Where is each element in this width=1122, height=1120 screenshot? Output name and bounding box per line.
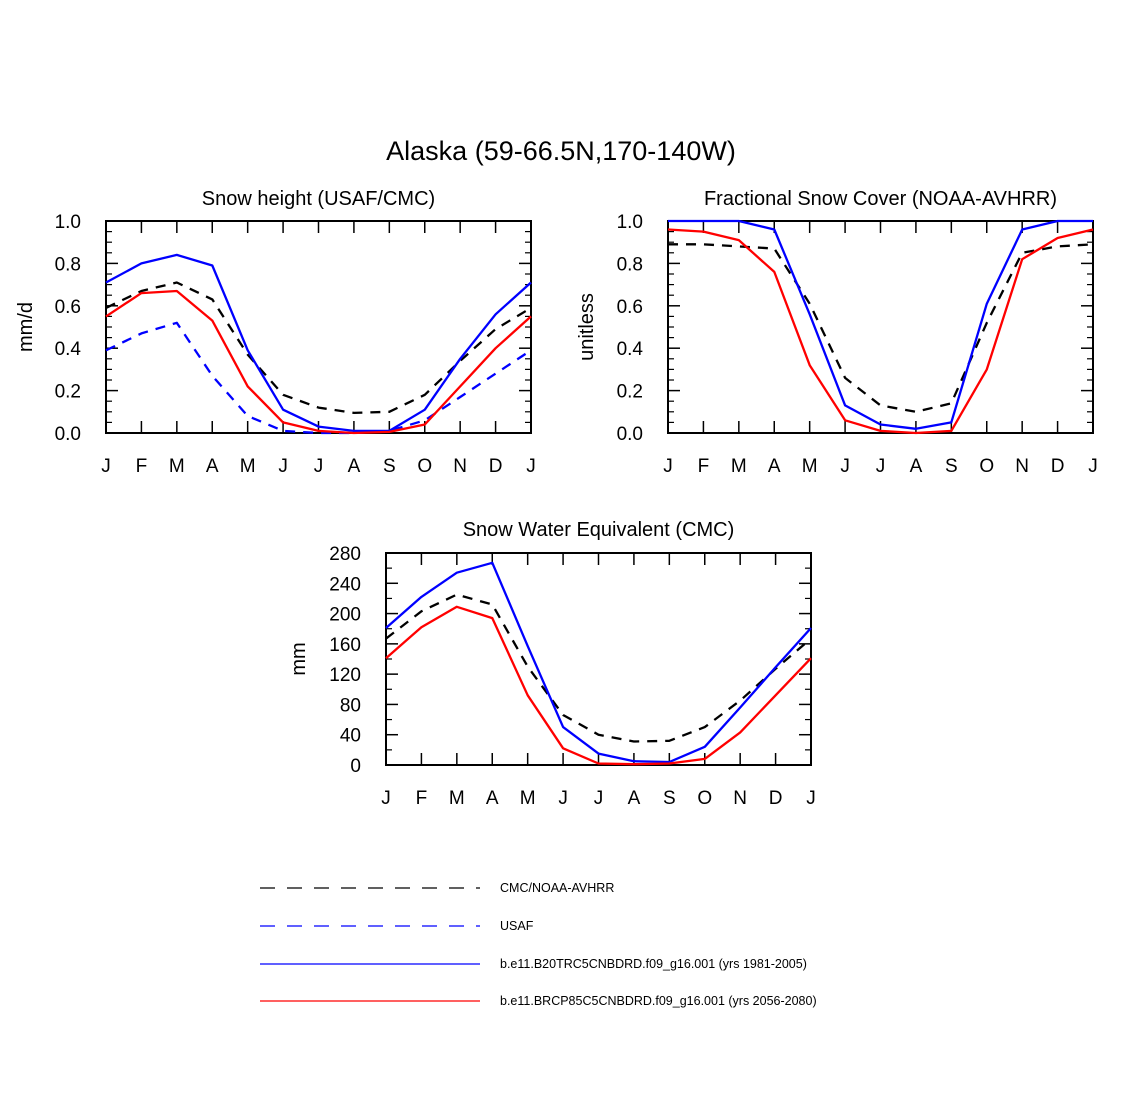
x-tick-label: M (520, 788, 536, 809)
y-tick-label: 160 (329, 635, 361, 656)
x-tick-label: J (594, 788, 604, 809)
x-tick-label: A (768, 456, 781, 477)
y-tick-label: 0 (350, 756, 361, 777)
y-tick-label: 240 (329, 574, 361, 595)
y-tick-label: 1.0 (617, 212, 643, 233)
plot-frame-snow-cover (667, 220, 1094, 434)
x-tick-label: J (1088, 456, 1098, 477)
y-tick-label: 0.4 (55, 339, 82, 360)
x-tick-label: O (979, 456, 994, 477)
plot-frame-swe (385, 552, 812, 766)
x-tick-label: J (558, 788, 568, 809)
x-tick-label: J (840, 456, 850, 477)
x-tick-label: J (278, 456, 288, 477)
series-line-snow-height-2 (105, 253, 532, 433)
series-line-swe-0 (385, 593, 812, 743)
x-tick-label: M (802, 456, 818, 477)
x-tick-label: N (733, 788, 747, 809)
y-axis-label-snow-height: mm/d (15, 302, 37, 352)
y-tick-label: 40 (340, 726, 361, 747)
x-tick-label: D (1051, 456, 1065, 477)
y-tick-label: 0.0 (55, 424, 81, 445)
panel-title-snow-height: Snow height (USAF/CMC) (201, 188, 436, 210)
x-tick-label: O (697, 788, 712, 809)
x-tick-label: F (416, 788, 428, 809)
x-tick-label: J (314, 456, 324, 477)
y-tick-label: 280 (329, 544, 361, 565)
series-line-swe-1 (385, 561, 812, 764)
y-axis-label-snow-cover: unitless (576, 293, 598, 361)
legend-label-usaf: USAF (500, 919, 534, 933)
y-tick-label: 0.8 (617, 254, 643, 275)
panel-title-snow-cover: Fractional Snow Cover (NOAA-AVHRR) (703, 188, 1058, 210)
legend-label-rcp85: b.e11.BRCP85C5CNBDRD.f09_g16.001 (yrs 20… (500, 994, 817, 1008)
x-tick-label: J (101, 456, 111, 477)
x-tick-label: D (489, 456, 503, 477)
series-line-snow-height-3 (105, 289, 532, 435)
y-tick-label: 120 (329, 665, 361, 686)
y-tick-label: 1.0 (55, 212, 81, 233)
x-tick-label: O (417, 456, 432, 477)
x-tick-label: A (206, 456, 219, 477)
x-tick-label: D (769, 788, 783, 809)
y-axis-label-swe: mm (288, 642, 310, 675)
panel-title-swe: Snow Water Equivalent (CMC) (462, 519, 735, 541)
x-tick-label: N (453, 456, 467, 477)
legend-label-b20tr: b.e11.B20TRC5CNBDRD.f09_g16.001 (yrs 198… (500, 957, 807, 971)
series-line-snow-cover-2 (667, 228, 1094, 435)
y-tick-label: 0.2 (55, 382, 81, 403)
x-tick-label: A (348, 456, 361, 477)
y-tick-label: 0.6 (617, 297, 643, 318)
series-line-snow-cover-1 (668, 219, 1093, 430)
plot-frame-snow-height (105, 220, 532, 434)
series-line-snow-height-1 (105, 321, 532, 435)
x-tick-label: F (698, 456, 710, 477)
x-tick-label: A (486, 788, 499, 809)
series-line-snow-cover-0 (668, 243, 1094, 413)
main-title: Alaska (59-66.5N,170-140W) (386, 136, 736, 166)
x-tick-label: A (628, 788, 641, 809)
series-line-snow-height-0 (105, 281, 532, 415)
x-tick-label: J (526, 456, 536, 477)
x-tick-label: S (663, 788, 676, 809)
x-tick-label: M (169, 456, 185, 477)
x-tick-label: S (383, 456, 396, 477)
x-tick-label: N (1015, 456, 1029, 477)
x-tick-label: S (945, 456, 958, 477)
x-tick-label: A (910, 456, 923, 477)
x-tick-label: F (136, 456, 148, 477)
x-tick-label: J (381, 788, 391, 809)
x-tick-label: J (663, 456, 673, 477)
y-tick-label: 0.6 (55, 297, 81, 318)
y-tick-label: 80 (340, 695, 361, 716)
y-tick-label: 0.4 (617, 339, 644, 360)
x-tick-label: J (806, 788, 816, 809)
x-tick-label: M (240, 456, 256, 477)
x-tick-label: J (876, 456, 886, 477)
y-tick-label: 0.8 (55, 254, 81, 275)
series-line-swe-2 (385, 605, 812, 766)
y-tick-label: 200 (329, 605, 361, 626)
y-tick-label: 0.2 (617, 382, 643, 403)
y-tick-label: 0.0 (617, 424, 643, 445)
legend-label-cmc-noaa: CMC/NOAA-AVHRR (500, 881, 615, 895)
x-tick-label: M (449, 788, 465, 809)
x-tick-label: M (731, 456, 747, 477)
